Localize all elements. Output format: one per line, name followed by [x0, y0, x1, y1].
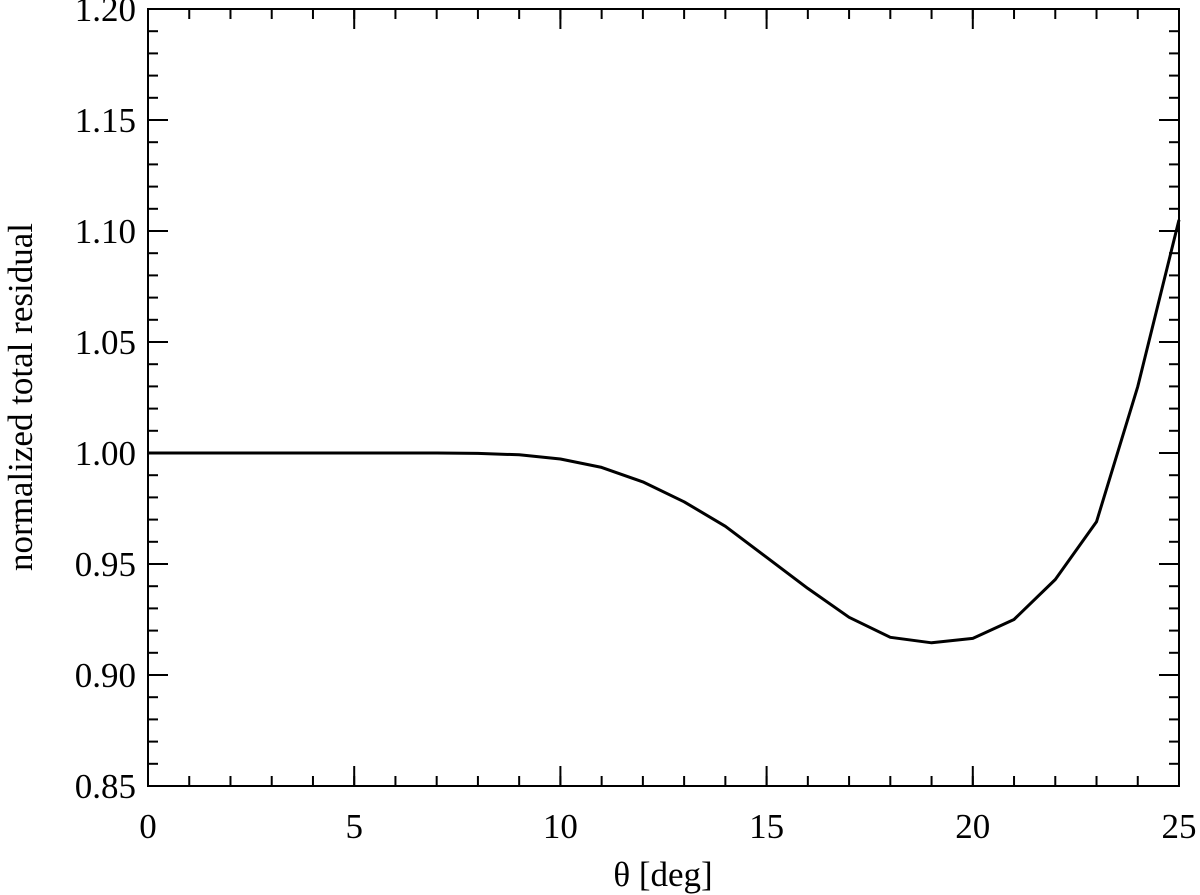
- x-tick-label: 20: [955, 807, 990, 846]
- y-tick-label: 1.10: [75, 212, 136, 251]
- x-tick-label: 0: [139, 807, 157, 846]
- y-tick-label: 0.85: [75, 767, 136, 806]
- series-line: [148, 219, 1181, 645]
- x-axis-title: θ [deg]: [613, 855, 712, 894]
- x-tick-label: 25: [1162, 807, 1197, 846]
- y-tick-label: 0.90: [75, 656, 136, 695]
- axis-ticks: [147, 8, 1180, 787]
- x-tick-label: 10: [543, 807, 578, 846]
- x-tick-label: 5: [345, 807, 363, 846]
- tick-labels: 0 5 10 15 20 25 0.85 0.90 0.95 1.00 1.05 1.10 1.15 1.…: [75, 0, 1197, 846]
- y-tick-label: 0.95: [75, 545, 136, 584]
- x-tick-label: 15: [749, 807, 784, 846]
- y-axis-title: normalized total residual: [1, 223, 40, 571]
- y-tick-label: 1.00: [75, 434, 136, 473]
- y-tick-label: 1.20: [75, 0, 136, 29]
- y-tick-label: 1.05: [75, 323, 136, 362]
- y-tick-label: 1.15: [75, 101, 136, 140]
- plot-frame: [147, 8, 1180, 787]
